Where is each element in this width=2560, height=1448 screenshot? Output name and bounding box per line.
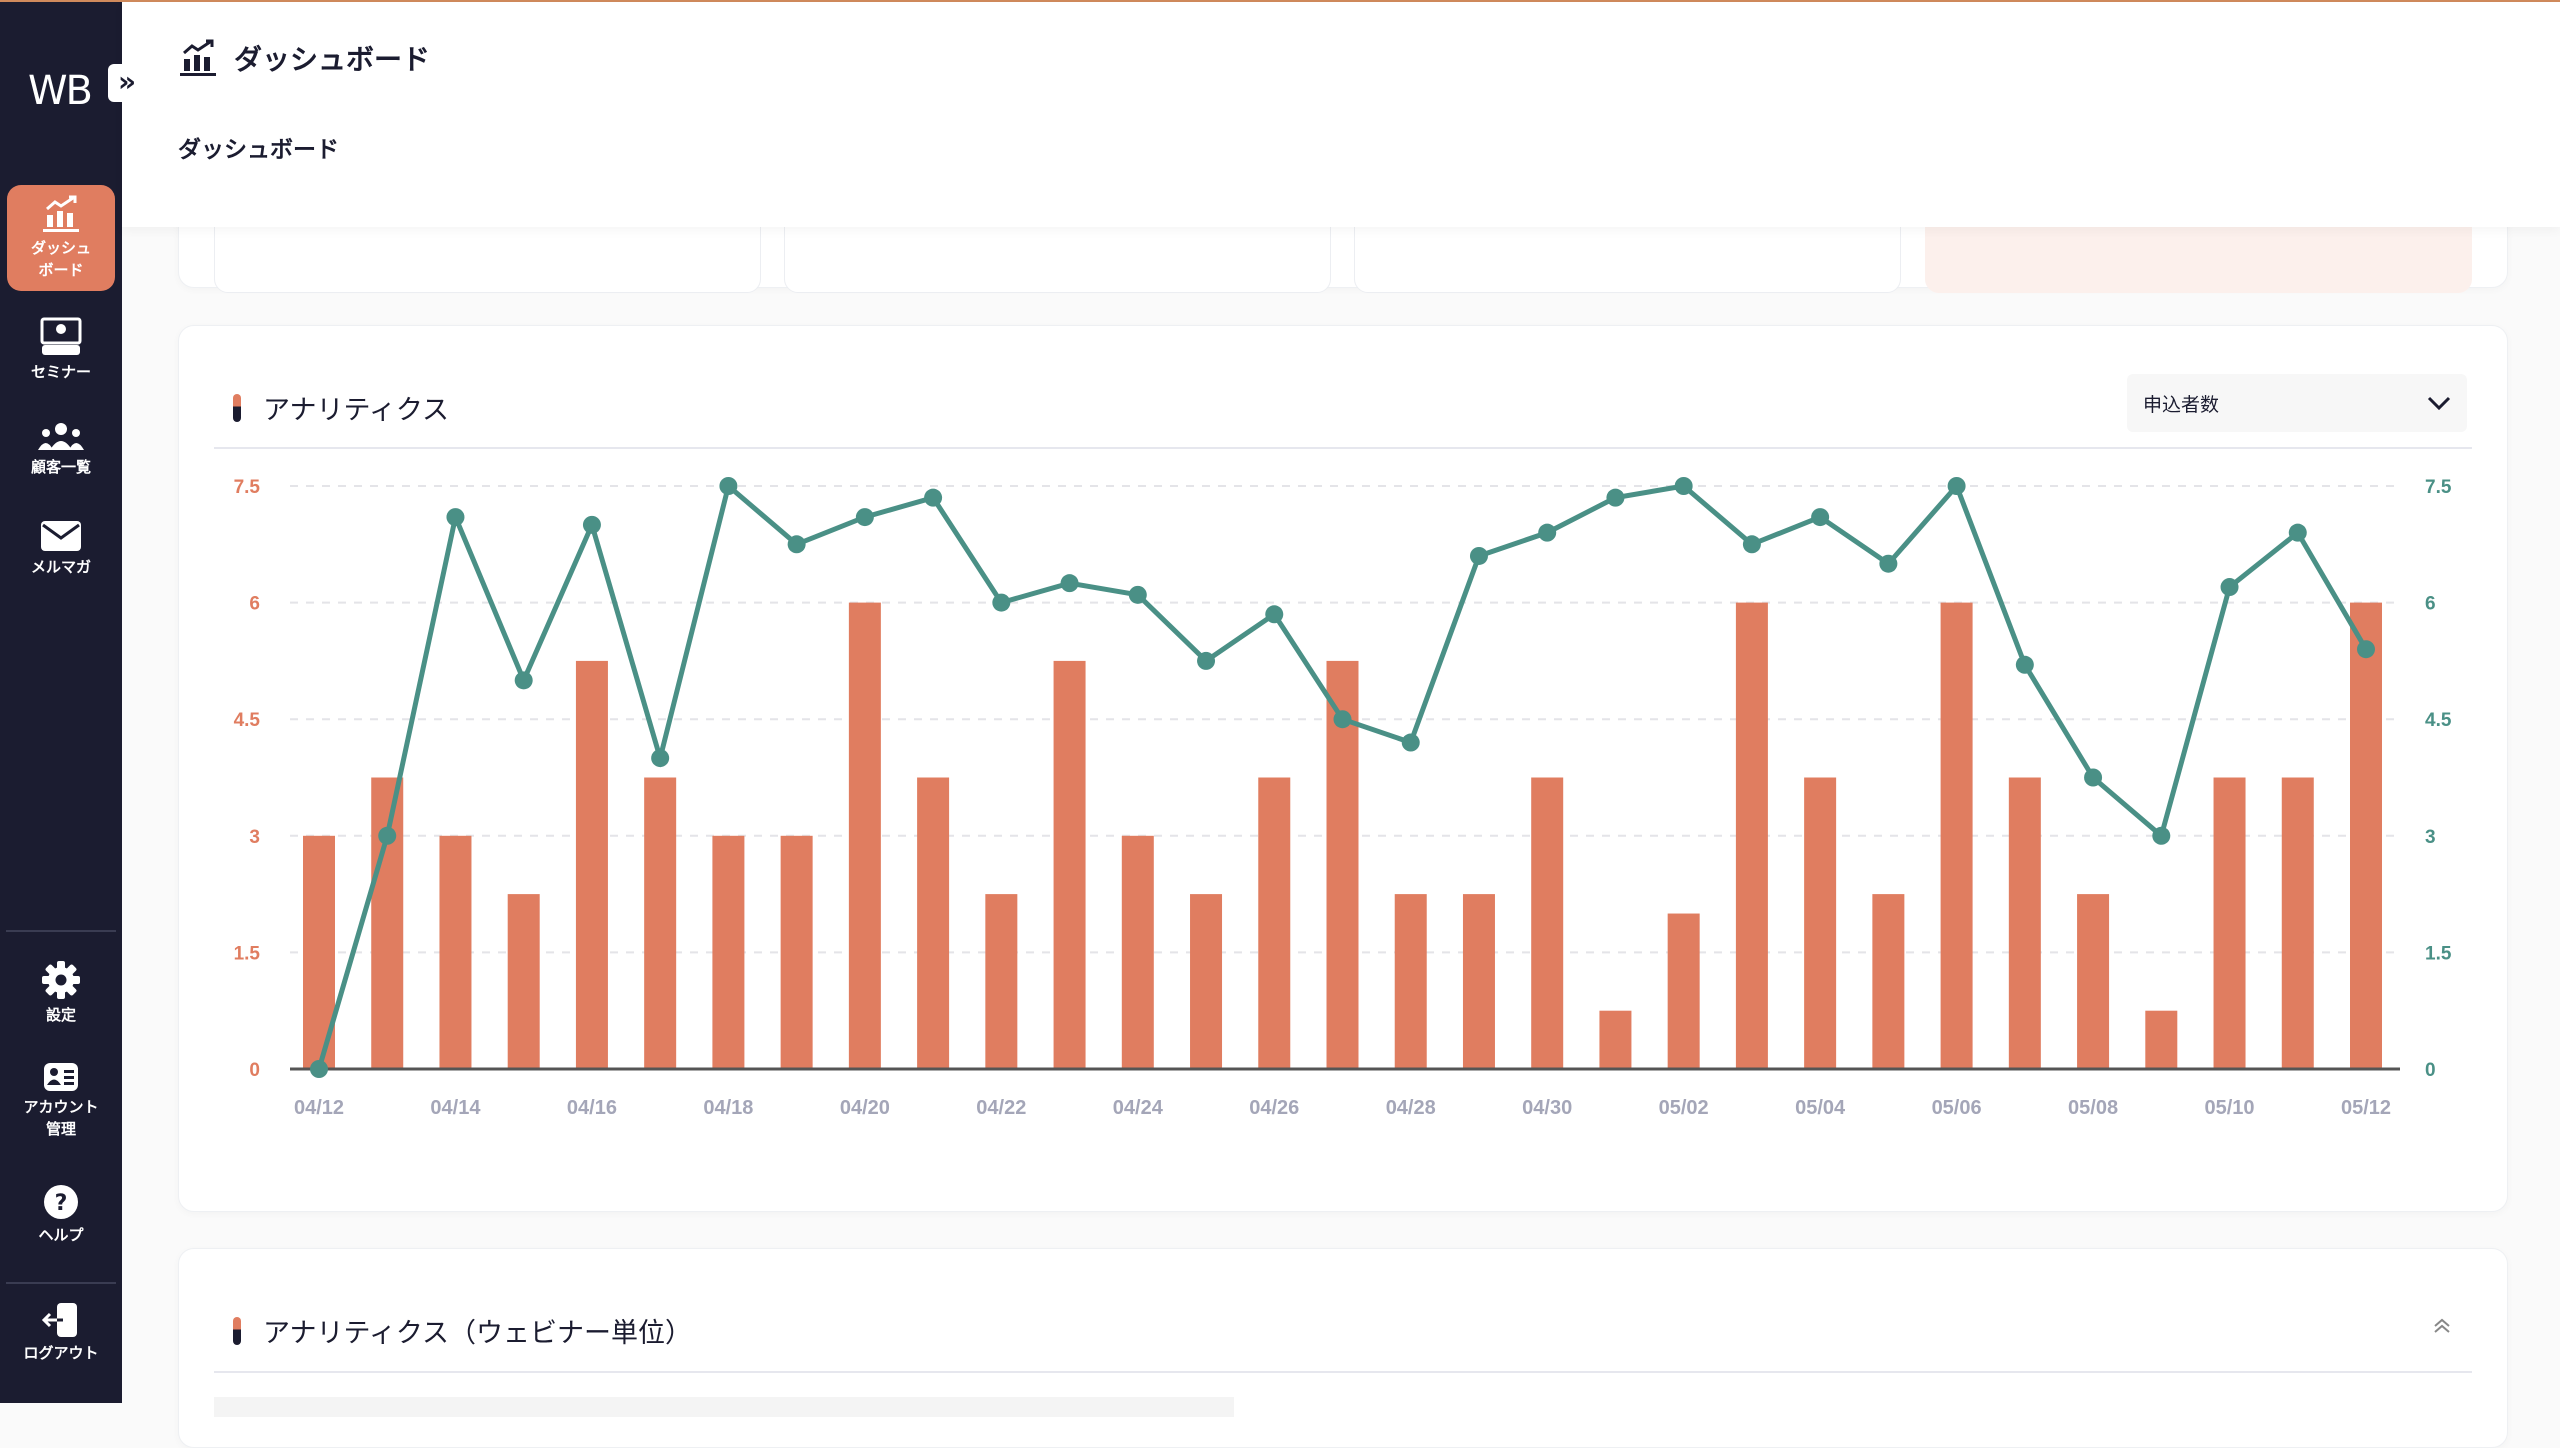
logo: WB [28, 68, 93, 114]
sidebar: WB » ダッシュボード セミナー 顧客一覧 メルマガ 設定 アカウント管理 ?… [0, 2, 146, 1403]
webinar-analytics-title: アナリティクス（ウェビナー単位） [233, 1311, 692, 1350]
nav-label: 顧客一覧 [30, 458, 91, 476]
page-header: ダッシュボード ダッシュボード [122, 2, 2560, 227]
nav-label: ダッシュ [30, 239, 91, 257]
sidebar-item-seminar[interactable]: セミナー [7, 317, 115, 383]
analytics-title: アナリティクス [233, 388, 449, 427]
mail-icon [41, 521, 81, 551]
sidebar-toggle-button[interactable]: » [108, 64, 146, 102]
metric-select-value: 申込者数 [2143, 393, 2220, 416]
sidebar-item-newsletter[interactable]: メルマガ [7, 520, 115, 578]
gear-icon [42, 961, 80, 999]
chevron-up-icon[interactable] [2432, 1317, 2452, 1335]
analytics-card: アナリティクス 申込者数 [178, 325, 2508, 1212]
sidebar-item-customers[interactable]: 顧客一覧 [7, 422, 115, 478]
nav-label: メルマガ [30, 558, 91, 576]
metric-select[interactable]: 申込者数 [2127, 374, 2467, 432]
nav-label: アカウント [23, 1098, 99, 1116]
page-title-text: ダッシュボード [234, 43, 431, 76]
id-card-icon [44, 1063, 78, 1091]
webinar-analytics-card: アナリティクス（ウェビナー単位） [178, 1248, 2508, 1448]
chart-icon [43, 195, 79, 232]
nav-label: ボード [38, 261, 84, 279]
nav-label: 管理 [45, 1120, 76, 1138]
chevron-down-icon [2427, 396, 2451, 410]
breadcrumb: ダッシュボード [178, 137, 339, 163]
nav-label: セミナー [30, 363, 91, 381]
sidebar-item-account[interactable]: アカウント 管理 [7, 1062, 115, 1140]
webinar-analytics-title-text: アナリティクス（ウェビナー単位） [263, 1318, 693, 1349]
sidebar-divider [6, 930, 116, 932]
users-icon [38, 423, 84, 450]
nav-label: ヘルプ [38, 1226, 84, 1244]
logout-icon [41, 1303, 77, 1337]
svg-text:?: ? [55, 1191, 68, 1216]
sidebar-item-dashboard[interactable]: ダッシュ ボード [7, 185, 115, 291]
chart-icon [180, 39, 216, 76]
analytics-title-text: アナリティクス [263, 395, 450, 426]
help-icon: ? [44, 1185, 78, 1219]
section-marker-icon [233, 393, 241, 422]
sidebar-item-settings[interactable]: 設定 [7, 960, 115, 1026]
logout-button[interactable]: ログアウト [7, 1302, 115, 1364]
nav-label: 設定 [45, 1006, 76, 1024]
presentation-icon [40, 317, 82, 355]
divider [214, 447, 2472, 449]
section-marker-icon [233, 1316, 241, 1345]
table-placeholder [214, 1397, 1234, 1417]
sidebar-item-help[interactable]: ? ヘルプ [7, 1184, 115, 1246]
sidebar-divider [6, 1282, 116, 1284]
divider [214, 1371, 2472, 1373]
nav-label: ログアウト [23, 1344, 99, 1362]
page-title: ダッシュボード [178, 38, 430, 78]
